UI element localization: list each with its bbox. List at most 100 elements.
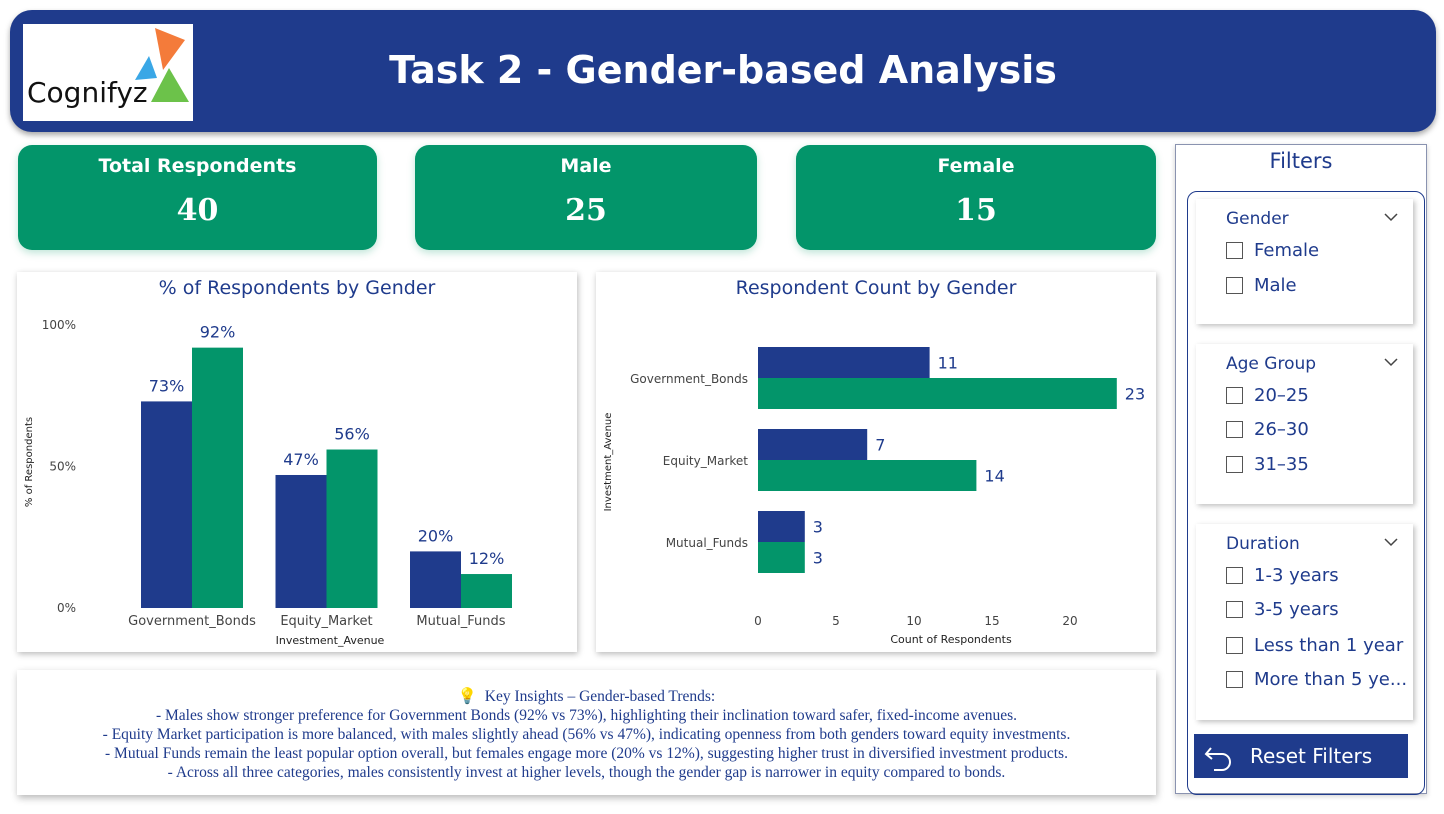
filter-option-female[interactable]: Female [1226,239,1319,261]
checkbox[interactable] [1226,566,1243,584]
insight-line: - Across all three categories, males con… [167,764,1006,781]
category-tick-label: Government_Bonds [128,614,256,629]
x-axis-label: Investment_Avenue [276,634,385,647]
bar[interactable] [758,378,1117,409]
bar[interactable] [461,574,512,608]
insight-line: - Mutual Funds remain the least popular … [105,745,1068,762]
chevron-down-icon[interactable] [1383,354,1399,370]
logo-triangles-icon [135,28,189,102]
checkbox[interactable] [1226,455,1243,473]
x-axis-label: Count of Respondents [890,633,1012,646]
bar[interactable] [758,511,805,542]
kpi-label: Total Respondents [98,155,297,177]
data-label: 12% [469,549,505,568]
filters-panel: Filters Gender Female Male Age Group 20–… [1175,144,1427,795]
kpi-value: 40 [176,193,219,228]
data-label: 3 [813,549,823,568]
y-axis-label: Investment_Avenue [603,413,614,512]
filter-option-3-5-years[interactable]: 3-5 years [1226,598,1339,620]
category-tick-label: Mutual_Funds [666,536,748,550]
bar[interactable] [326,449,378,608]
checkbox[interactable] [1226,420,1243,438]
option-label: Less than 1 year [1254,634,1404,656]
percent-by-gender-chart: % of Respondents by Gender % of Responde… [24,277,512,647]
x-tick-label: 0 [754,614,762,628]
slicer-title: Age Group [1226,354,1317,374]
slicer-duration: Duration 1-3 years 3-5 years Less than 1… [1196,524,1413,720]
data-label: 23 [1125,385,1145,404]
key-insights-box: 💡 Key Insights – Gender-based Trends: - … [17,670,1156,795]
reset-filters-button[interactable]: Reset Filters [1194,734,1408,778]
page-title: Task 2 - Gender-based Analysis [389,48,1057,92]
insights-title-line: 💡 Key Insights – Gender-based Trends: [17,687,1156,706]
checkbox[interactable] [1226,600,1243,618]
bar[interactable] [275,474,327,608]
x-tick-label: 20 [1062,614,1077,628]
kpi-card-male: Male 25 [415,145,757,250]
checkbox[interactable] [1226,241,1243,259]
filter-option-age-20-25[interactable]: 20–25 [1226,384,1309,406]
filter-option-age-31-35[interactable]: 31–35 [1226,453,1309,475]
bar[interactable] [758,429,868,460]
x-tick-label: 15 [984,614,999,628]
bar[interactable] [758,460,977,491]
y-tick-label: 50% [49,460,76,474]
filter-option-more-than-5-years[interactable]: More than 5 ye... [1226,668,1407,690]
option-label: More than 5 ye... [1254,668,1408,690]
insight-line: - Males show stronger preference for Gov… [155,707,1018,724]
category-tick-label: Equity_Market [280,614,372,629]
header-banner: Cognifyz Task 2 - Gender-based Analysis [10,10,1436,132]
chevron-down-icon[interactable] [1383,534,1399,550]
kpi-card-female: Female 15 [796,145,1156,250]
kpi-label: Male [560,155,612,177]
checkbox[interactable] [1226,636,1243,654]
filter-option-age-26-30[interactable]: 26–30 [1226,418,1309,440]
filters-container: Gender Female Male Age Group 20–25 26–30… [1187,191,1425,795]
option-label: 31–35 [1254,453,1309,475]
logo-text: Cognifyz [27,76,148,109]
kpi-value: 25 [565,193,607,228]
slicer-gender: Gender Female Male [1196,199,1413,324]
count-by-gender-chart: Respondent Count by Gender Investment_Av… [603,277,1145,646]
cognifyz-logo: Cognifyz [23,24,193,121]
data-label: 47% [283,450,319,469]
chevron-down-icon[interactable] [1383,209,1399,225]
bar[interactable] [192,347,243,608]
bar[interactable] [758,542,805,573]
x-tick-label: 5 [832,614,840,628]
y-tick-label: 100% [42,318,76,332]
undo-arrow-icon [1204,747,1231,771]
bar[interactable] [141,401,192,608]
category-tick-label: Mutual_Funds [416,614,505,629]
filter-option-less-than-1-year[interactable]: Less than 1 year [1226,634,1403,656]
reset-filters-label: Reset Filters [1250,744,1373,768]
y-tick-label: 0% [57,601,76,615]
option-label: Male [1254,274,1297,296]
option-label: Female [1254,239,1320,261]
x-tick-label: 10 [906,614,921,628]
checkbox[interactable] [1226,386,1243,404]
option-label: 3-5 years [1254,598,1339,620]
filter-option-male[interactable]: Male [1226,274,1297,296]
chart-title: % of Respondents by Gender [159,277,436,299]
data-label: 3 [813,518,823,537]
data-label: 20% [418,526,454,545]
data-label: 56% [334,425,370,444]
filters-title: Filters [1269,149,1333,173]
checkbox[interactable] [1226,670,1243,688]
insight-line: - Equity Market participation is more ba… [102,726,1071,743]
option-label: 1-3 years [1254,564,1339,586]
checkbox[interactable] [1226,276,1243,294]
slicer-title: Gender [1226,209,1289,229]
bar[interactable] [758,347,930,378]
slicer-age-group: Age Group 20–25 26–30 31–35 [1196,344,1413,504]
percent-by-gender-chart-panel: % of Respondents by Gender % of Responde… [17,272,577,652]
data-label: 7 [875,436,885,455]
insights-title: Key Insights – Gender-based Trends: [484,688,716,705]
count-by-gender-chart-panel: Respondent Count by Gender Investment_Av… [596,272,1156,652]
slicer-title: Duration [1226,534,1300,554]
filter-option-1-3-years[interactable]: 1-3 years [1226,564,1339,586]
category-tick-label: Government_Bonds [630,372,748,386]
bar[interactable] [410,551,461,608]
option-label: 20–25 [1254,384,1309,406]
